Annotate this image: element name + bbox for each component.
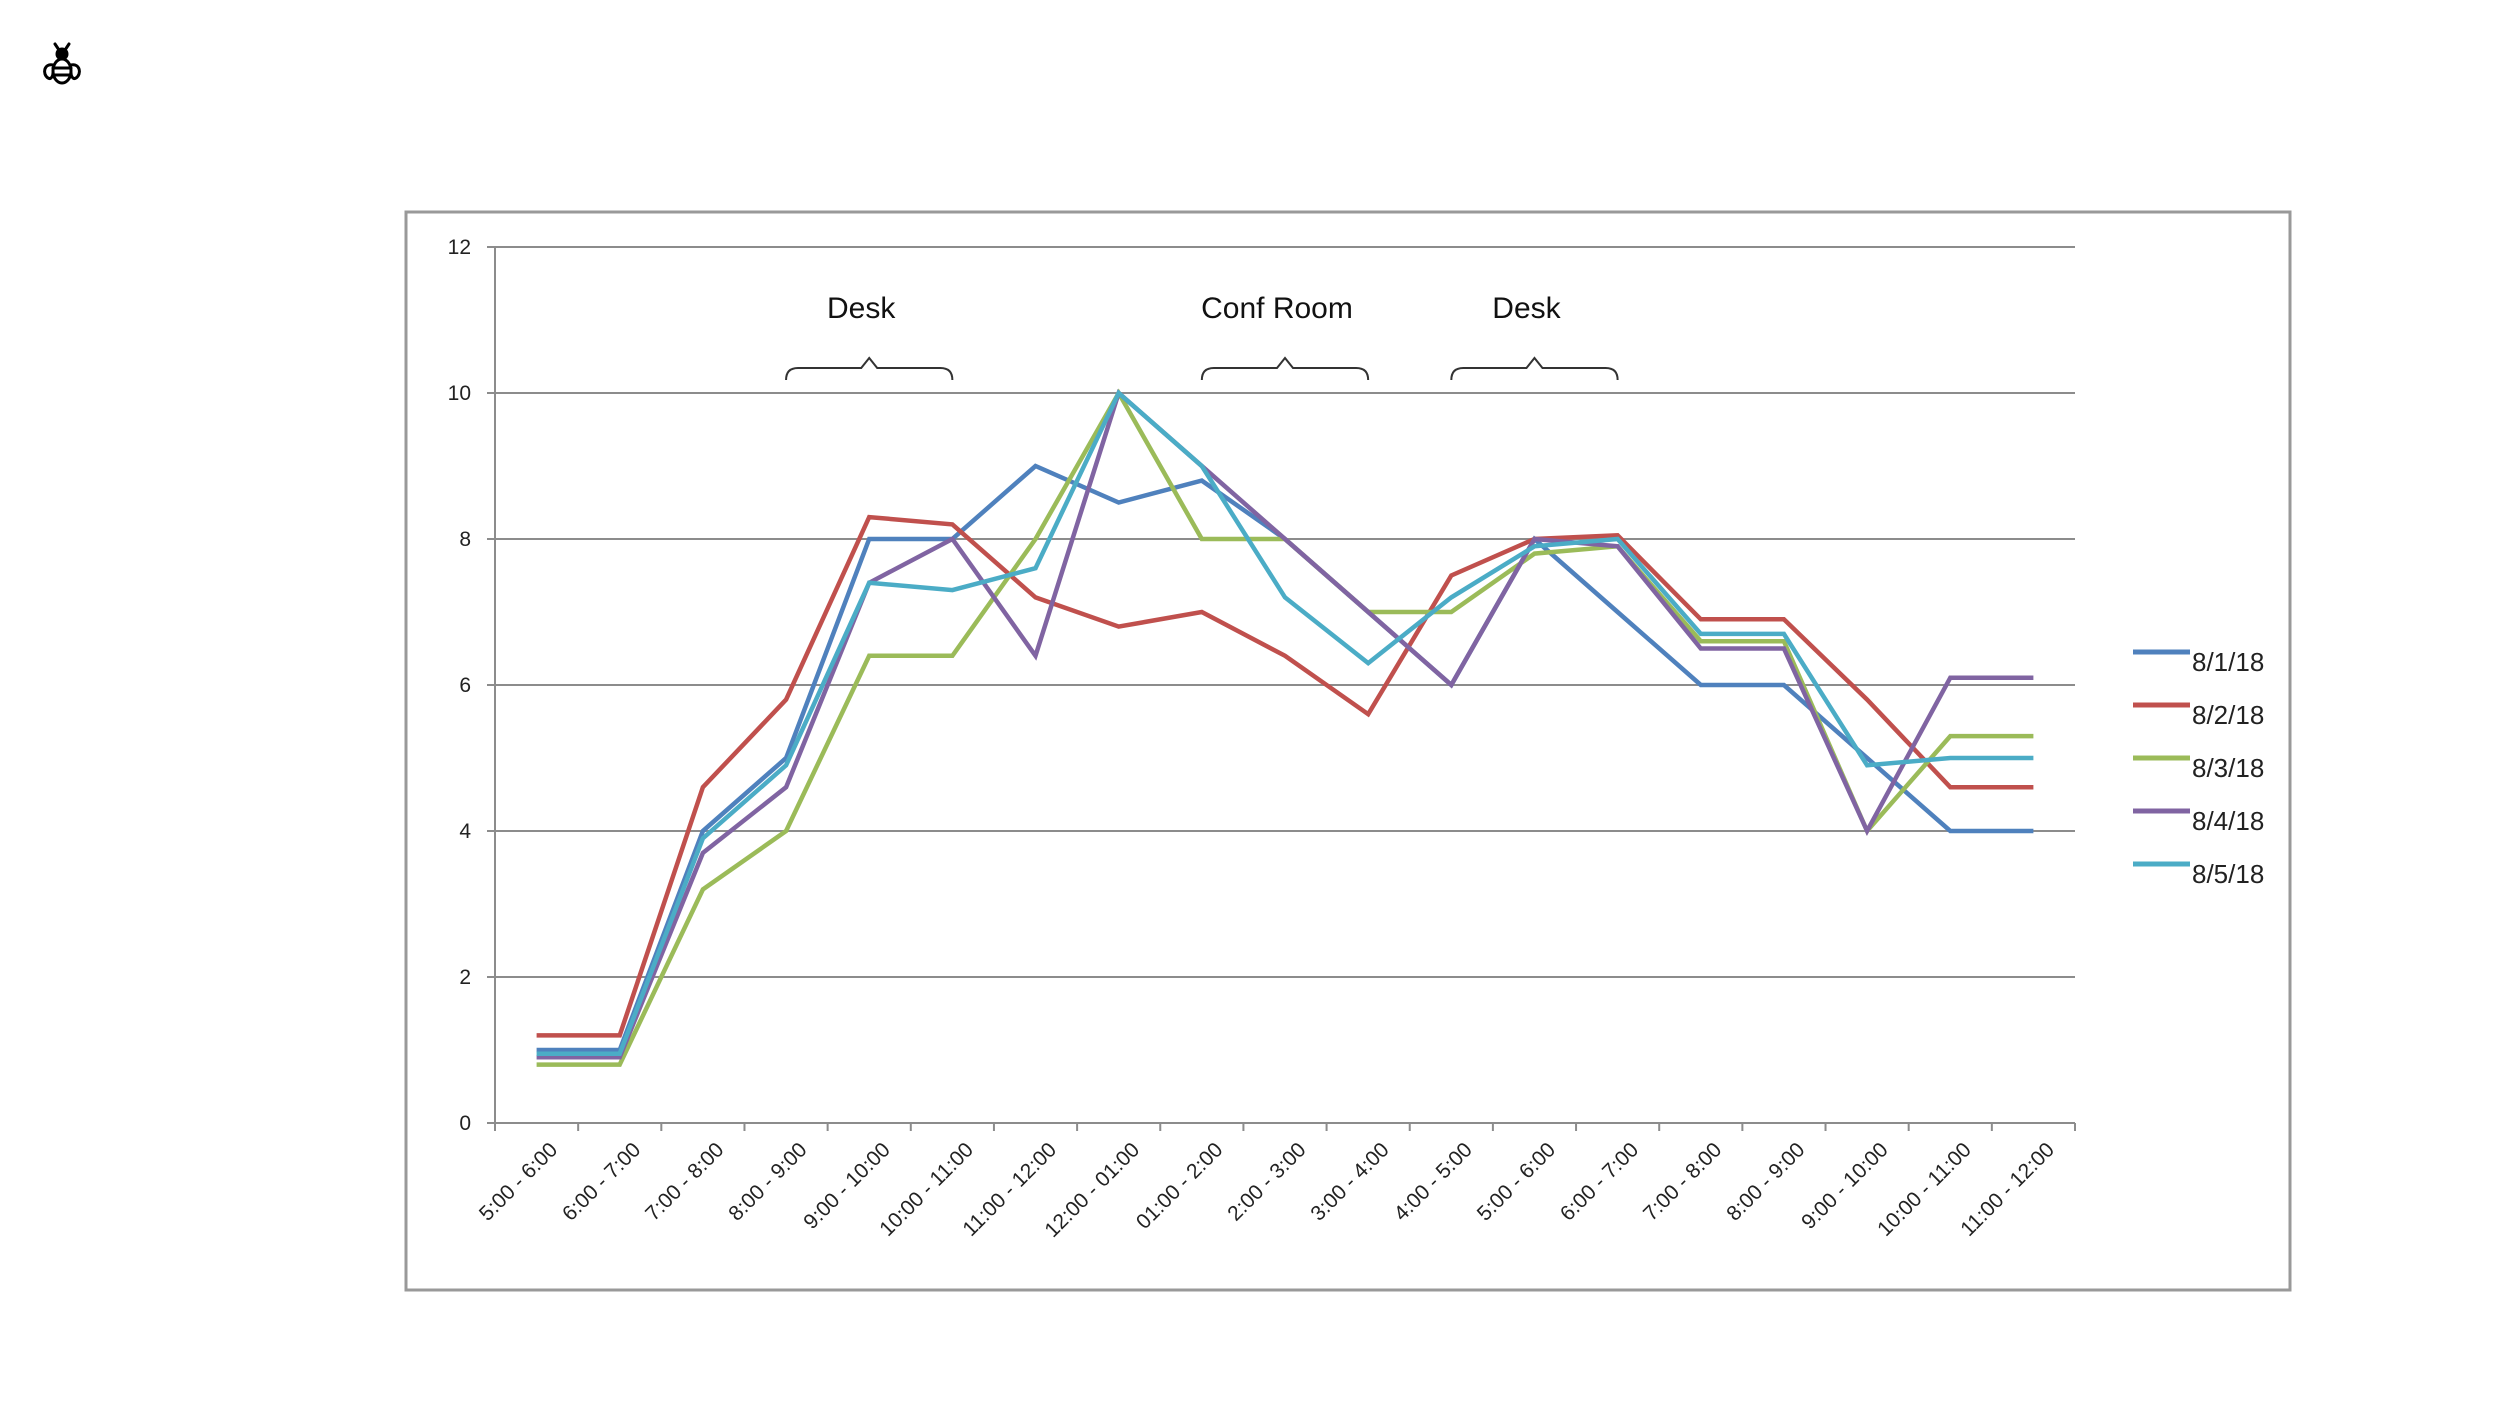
annotation-label: Desk [827,292,896,325]
annotation-label: Conf Room [1201,292,1353,325]
series-line-8-5-18 [536,389,2034,1056]
series-line-8-2-18 [536,514,2034,1038]
y-tick-label: 8 [459,528,471,551]
y-tick-label: 12 [448,236,471,259]
annotation-label: Desk [1492,292,1561,325]
annotation-brace [1450,356,1619,381]
legend-label: 8/2/18 [2192,700,2264,730]
legend-label: 8/1/18 [2192,647,2264,677]
legend-label: 8/4/18 [2192,806,2264,836]
annotation-brace [1200,356,1370,381]
legend-label: 8/5/18 [2192,859,2264,889]
chart-frame [404,210,2292,1292]
series-line-8-4-18 [536,389,2034,1060]
y-tick-label: 6 [459,674,471,697]
bee-icon [43,42,81,85]
y-tick-label: 0 [459,1112,471,1135]
y-tick-label: 10 [448,382,471,405]
annotation-brace [785,356,954,381]
y-tick-label: 2 [459,966,471,989]
legend-label: 8/3/18 [2192,753,2264,783]
y-tick-label: 4 [459,820,471,843]
